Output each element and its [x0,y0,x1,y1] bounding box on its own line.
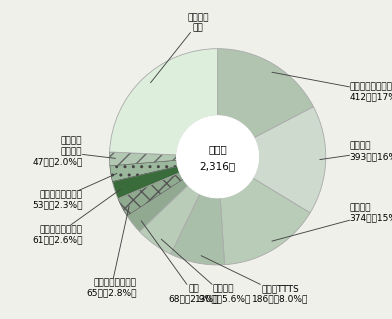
Circle shape [176,116,259,198]
Text: 臍帯因子
374例（15%）: 臍帯因子 374例（15%） [272,203,392,241]
Text: 多胎・TTTS
186例（8.0%）: 多胎・TTTS 186例（8.0%） [201,256,309,304]
Text: 他の胎児低酸素症
53例（2.3%）: 他の胎児低酸素症 53例（2.3%） [32,174,117,210]
Text: 妊娠高血圧症候群
61例（2.6%）: 妊娠高血圧症候群 61例（2.6%） [32,189,121,244]
Wedge shape [218,49,314,138]
Wedge shape [113,166,180,199]
Text: 感染
68例（2.9%）: 感染 68例（2.9%） [141,221,219,304]
Wedge shape [118,173,183,216]
Wedge shape [220,178,310,265]
Text: 2,316例: 2,316例 [200,161,236,171]
Text: 形態異常
393例（16%）: 形態異常 393例（16%） [320,142,392,161]
Text: 常位胎盤早期剥離
412例（17%）: 常位胎盤早期剥離 412例（17%） [272,72,392,102]
Text: その他・
不明: その他・ 不明 [151,13,209,83]
Wedge shape [171,194,225,265]
Text: 胎児水腫
130例（5.6%）: 胎児水腫 130例（5.6%） [161,239,251,304]
Text: その他の胎盤因子
65例（2.8%）: その他の胎盤因子 65例（2.8%） [86,206,136,297]
Wedge shape [127,179,188,232]
Wedge shape [253,107,326,213]
Wedge shape [110,49,218,155]
Wedge shape [109,152,177,166]
Wedge shape [140,185,200,254]
Wedge shape [110,160,178,182]
Text: 死産例: 死産例 [208,144,227,154]
Text: その他の
母体疾患
47例（2.0%）: その他の 母体疾患 47例（2.0%） [32,137,115,166]
